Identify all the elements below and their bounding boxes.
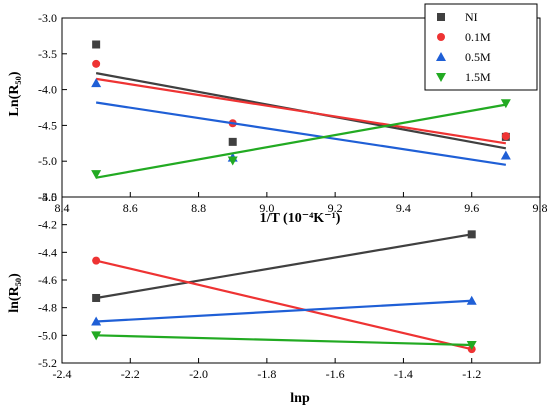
top-x-tick-label: 8.6 [123, 201, 138, 215]
top-data-point [92, 40, 101, 49]
top-data-point [227, 156, 238, 166]
bottom-x-axis-title: lnp [290, 391, 310, 406]
top-data-point [500, 99, 511, 109]
bottom-fit-line [95, 259, 472, 351]
bottom-y-tick-label: -4.8 [38, 301, 57, 315]
legend-marker [437, 33, 445, 41]
legend-marker [437, 13, 445, 21]
legend-label: 0.1M [465, 30, 491, 44]
top-fit-line [95, 101, 507, 166]
top-data-point [228, 137, 237, 146]
bottom-data-point [466, 341, 477, 351]
top-y-tick-label: -5.0 [38, 154, 57, 168]
top-y-tick-label: -4.0 [38, 83, 57, 97]
top-x-tick-label: 9.2 [328, 201, 343, 215]
bottom-series-1 [92, 256, 476, 354]
bottom-data-point [92, 293, 101, 302]
top-y-tick-label: -5.5 [38, 190, 57, 204]
bottom-data-point [92, 256, 101, 265]
legend-marker [436, 73, 446, 82]
bottom-y-tick-label: -5.2 [38, 356, 57, 370]
top-fit-line [95, 77, 507, 145]
top-x-tick-label: 9.6 [464, 201, 479, 215]
legend-label: NI [465, 10, 478, 24]
bottom-series-0 [92, 230, 476, 302]
bottom-y-tick-label: -4.4 [38, 245, 57, 259]
bottom-y-axis-title: ln(R₅₀) [7, 273, 22, 313]
bottom-series-2 [91, 295, 477, 326]
top-data-point [501, 132, 510, 141]
bottom-series-3 [91, 331, 477, 351]
legend: NI 0.1M 0.5M 1.5M [424, 3, 538, 91]
top-x-tick-label: 9.0 [259, 201, 274, 215]
bottom-y-tick-label: -4.0 [38, 190, 57, 204]
top-data-point [92, 59, 101, 68]
bottom-data-point [91, 316, 102, 326]
top-fit-line [95, 103, 507, 179]
bottom-fit-line [96, 299, 472, 323]
top-data-point [500, 150, 511, 160]
top-x-axis-title: 1/T (10⁻⁴K⁻¹) [260, 211, 341, 226]
bottom-data-point [467, 230, 476, 239]
top-series-2 [91, 78, 511, 166]
top-series-3 [91, 99, 511, 180]
bottom-x-tick-label: -2.0 [189, 367, 208, 381]
top-x-tick-label: 9.4 [396, 201, 411, 215]
legend-marker [436, 52, 446, 61]
top-data-point [91, 78, 102, 88]
bottom-x-tick-label: -1.2 [462, 367, 481, 381]
top-y-tick-label: -3.5 [38, 47, 57, 61]
bottom-x-tick-label: -1.4 [394, 367, 413, 381]
bottom-fit-line [96, 334, 472, 347]
bottom-x-tick-label: -1.6 [326, 367, 345, 381]
bottom-data-point [91, 331, 102, 341]
bottom-x-tick-label: -2.4 [53, 367, 72, 381]
top-data-point [91, 170, 102, 180]
legend-label: 0.5M [465, 50, 491, 64]
bottom-x-tick-label: -1.8 [257, 367, 276, 381]
top-y-tick-label: -3.0 [38, 11, 57, 25]
legend-label: 1.5M [465, 70, 491, 84]
top-y-axis-title: Ln(R₅₀) [7, 71, 22, 116]
top-y-tick-label: -4.5 [38, 118, 57, 132]
bottom-y-tick-label: -5.0 [38, 328, 57, 342]
bottom-y-tick-label: -4.2 [38, 218, 57, 232]
bottom-data-point [466, 295, 477, 305]
top-x-tick-label: 8.8 [191, 201, 206, 215]
bottom-x-tick-label: -2.2 [121, 367, 140, 381]
bottom-fit-line [95, 233, 472, 300]
bottom-y-tick-label: -4.6 [38, 273, 57, 287]
